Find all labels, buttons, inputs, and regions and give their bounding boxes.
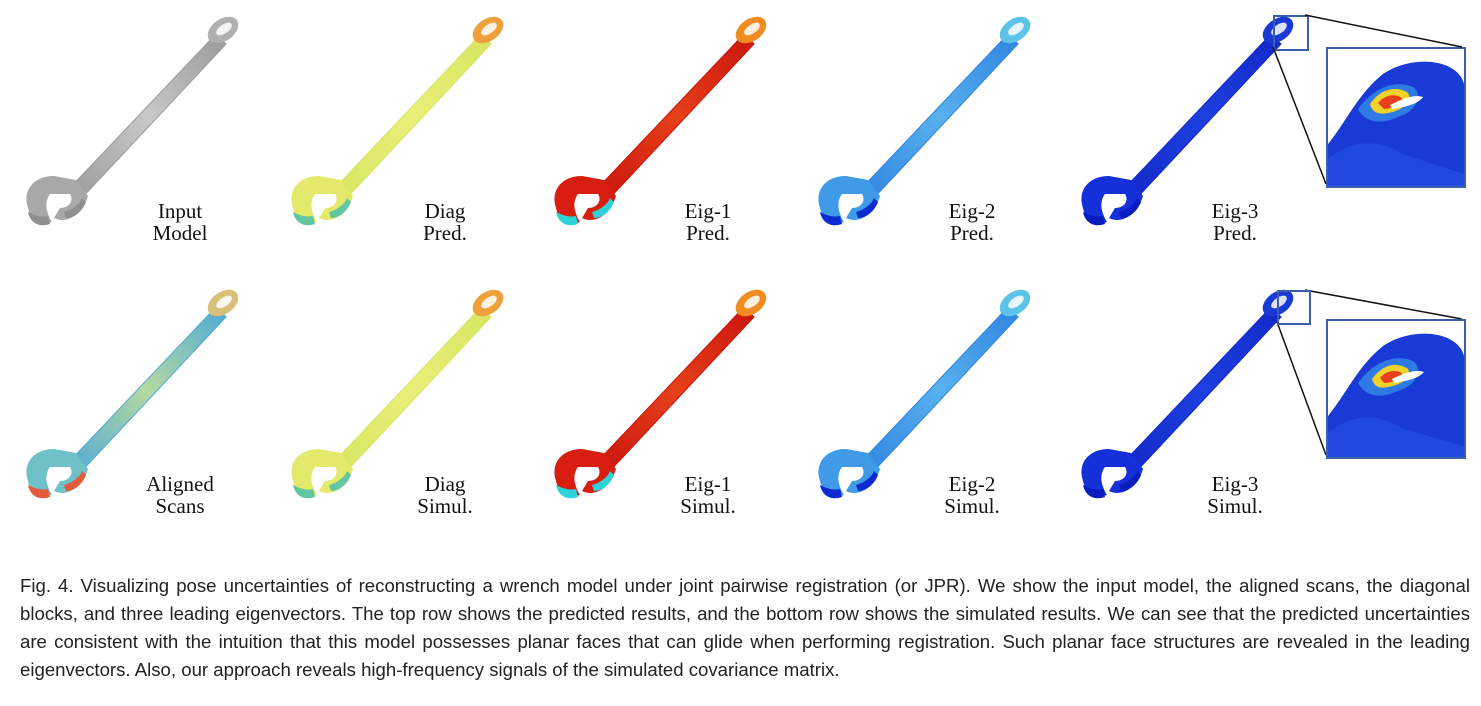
wrench-panel — [1075, 12, 1315, 252]
zoom-inset-bottom-image — [1328, 321, 1464, 457]
wrench-panel — [548, 285, 788, 525]
zoom-region-marker-top — [1273, 15, 1309, 51]
panel-label: Eig-1 Pred. — [648, 200, 768, 244]
panel-label-line1: Eig-1 — [684, 199, 732, 223]
panel-label-line1: Eig-2 — [948, 472, 996, 496]
wrench-panel — [1075, 285, 1315, 525]
wrench-panel — [285, 12, 525, 252]
wrench-panel — [548, 12, 788, 252]
figure: Input Model Diag Pred. Eig-1 Pred. — [20, 12, 1466, 525]
panel-label-line2: Pred. — [1213, 221, 1257, 245]
panel-label-line2: Pred. — [423, 221, 467, 245]
panel-label-line2: Scans — [155, 494, 205, 518]
wrench-image — [26, 289, 239, 499]
wrench-panel — [812, 285, 1052, 525]
figure-caption: Fig. 4. Visualizing pose uncertainties o… — [20, 575, 1470, 680]
panel-label-line1: Diag — [424, 199, 466, 223]
panel-label-line1: Diag — [424, 472, 466, 496]
panel-label-line2: Pred. — [686, 221, 730, 245]
panel-label: Eig-3 Pred. — [1175, 200, 1295, 244]
panel-label-line1: Eig-1 — [684, 472, 732, 496]
wrench-panel — [20, 285, 260, 525]
wrench-image — [1081, 16, 1294, 226]
wrench-image — [818, 16, 1031, 226]
panel-label-line1: Eig-2 — [948, 199, 996, 223]
panel-label-line2: Pred. — [950, 221, 994, 245]
panel-label-line1: Eig-3 — [1211, 472, 1259, 496]
panel-label: Eig-2 Pred. — [912, 200, 1032, 244]
zoom-region-marker-bottom — [1277, 290, 1311, 325]
zoom-inset-top-image — [1328, 49, 1464, 186]
wrench-image — [554, 289, 767, 499]
panel-label: Eig-1 Simul. — [648, 473, 768, 517]
zoom-lines-top — [1272, 14, 1463, 456]
wrench-panel — [812, 12, 1052, 252]
panel-label-line2: Model — [152, 221, 208, 245]
panel-label: Eig-2 Simul. — [912, 473, 1032, 517]
wrench-image — [554, 16, 767, 226]
panel-label-line2: Simul. — [944, 494, 1000, 518]
panel-label: Aligned Scans — [120, 473, 240, 517]
wrench-panel — [20, 12, 260, 252]
panel-label-line1: Aligned — [146, 472, 214, 496]
zoom-inset-top — [1326, 47, 1466, 188]
panel-label: Input Model — [120, 200, 240, 244]
panel-label-line2: Simul. — [417, 494, 473, 518]
panel-label-line1: Eig-3 — [1211, 199, 1259, 223]
panel-label-line1: Input — [157, 199, 203, 223]
wrench-image — [291, 289, 504, 499]
wrench-panel — [285, 285, 525, 525]
panel-label-line2: Simul. — [680, 494, 736, 518]
wrench-image — [1081, 289, 1294, 499]
panel-label-line2: Simul. — [1207, 494, 1263, 518]
panel-label: Diag Simul. — [385, 473, 505, 517]
panel-label: Eig-3 Simul. — [1175, 473, 1295, 517]
wrench-image — [26, 16, 239, 226]
zoom-inset-bottom — [1326, 319, 1466, 459]
wrench-image — [291, 16, 504, 226]
panel-label: Diag Pred. — [385, 200, 505, 244]
wrench-image — [818, 289, 1031, 499]
